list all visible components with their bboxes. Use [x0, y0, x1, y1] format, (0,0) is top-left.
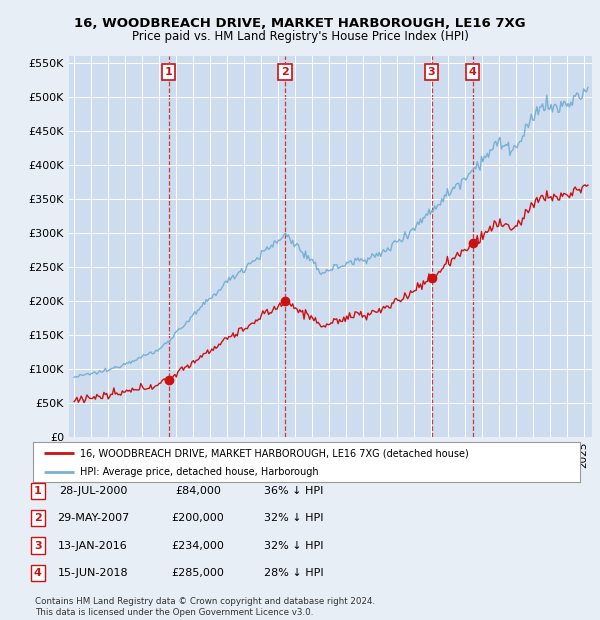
Text: £200,000: £200,000: [172, 513, 224, 523]
Text: 2: 2: [34, 513, 41, 523]
Text: HPI: Average price, detached house, Harborough: HPI: Average price, detached house, Harb…: [80, 467, 318, 477]
Text: 16, WOODBREACH DRIVE, MARKET HARBOROUGH, LE16 7XG (detached house): 16, WOODBREACH DRIVE, MARKET HARBOROUGH,…: [80, 448, 468, 458]
Text: 3: 3: [428, 67, 436, 78]
Text: 32% ↓ HPI: 32% ↓ HPI: [264, 513, 324, 523]
Text: 2: 2: [281, 67, 289, 78]
Text: 16, WOODBREACH DRIVE, MARKET HARBOROUGH, LE16 7XG: 16, WOODBREACH DRIVE, MARKET HARBOROUGH,…: [74, 17, 526, 30]
Text: 32% ↓ HPI: 32% ↓ HPI: [264, 541, 324, 551]
Text: 28-JUL-2000: 28-JUL-2000: [59, 486, 127, 496]
Text: £234,000: £234,000: [172, 541, 224, 551]
Text: 4: 4: [34, 568, 42, 578]
Text: Price paid vs. HM Land Registry's House Price Index (HPI): Price paid vs. HM Land Registry's House …: [131, 30, 469, 43]
Text: 29-MAY-2007: 29-MAY-2007: [57, 513, 129, 523]
Text: £84,000: £84,000: [175, 486, 221, 496]
Text: £285,000: £285,000: [172, 568, 224, 578]
Text: 28% ↓ HPI: 28% ↓ HPI: [264, 568, 324, 578]
Text: 3: 3: [34, 541, 41, 551]
Text: 15-JUN-2018: 15-JUN-2018: [58, 568, 128, 578]
Text: Contains HM Land Registry data © Crown copyright and database right 2024.
This d: Contains HM Land Registry data © Crown c…: [35, 598, 375, 617]
Text: 1: 1: [165, 67, 173, 78]
Text: 1: 1: [34, 486, 41, 496]
Text: 13-JAN-2016: 13-JAN-2016: [58, 541, 128, 551]
Text: 4: 4: [469, 67, 476, 78]
Text: 36% ↓ HPI: 36% ↓ HPI: [265, 486, 323, 496]
